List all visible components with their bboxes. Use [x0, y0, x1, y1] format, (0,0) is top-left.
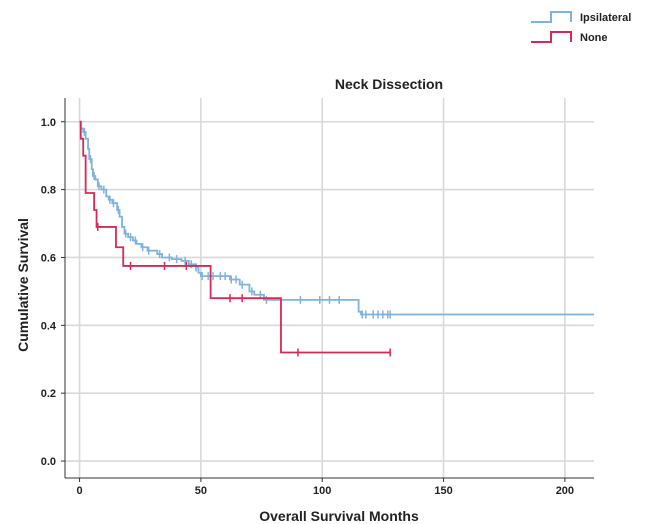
- legend-label-ipsilateral: Ipsilateral: [580, 12, 631, 24]
- axis-layer: [61, 98, 594, 482]
- legend-swatch-ipsilateral: [531, 11, 572, 23]
- y-tick-label: 0.6: [41, 252, 56, 264]
- legend: Ipsilateral None: [531, 11, 631, 44]
- y-tick-label: 0.2: [41, 388, 56, 400]
- y-tick-label: 0.4: [41, 320, 57, 332]
- chart-title: Neck Dissection: [335, 76, 443, 92]
- legend-label-none: None: [580, 32, 608, 44]
- label-layer: 0 50 100 150 200 0.0 0.2 0.4 0.6 0.8 1.0: [41, 117, 574, 497]
- series-layer: [79, 120, 594, 357]
- series-line-none: [79, 120, 391, 354]
- x-axis-title: Overall Survival Months: [259, 508, 419, 524]
- series-line-ipsilateral: [79, 120, 594, 316]
- legend-swatch-none: [531, 31, 572, 43]
- grid-layer: [65, 98, 594, 478]
- x-tick-label: 150: [434, 485, 452, 497]
- x-tick-label: 0: [76, 485, 82, 497]
- y-tick-label: 1.0: [41, 117, 56, 129]
- x-tick-label: 100: [313, 485, 331, 497]
- y-tick-label: 0.8: [41, 185, 56, 197]
- x-tick-label: 50: [195, 485, 207, 497]
- y-tick-label: 0.0: [41, 456, 56, 468]
- x-tick-label: 200: [556, 485, 574, 497]
- y-axis-title: Cumulative Survival: [15, 218, 31, 352]
